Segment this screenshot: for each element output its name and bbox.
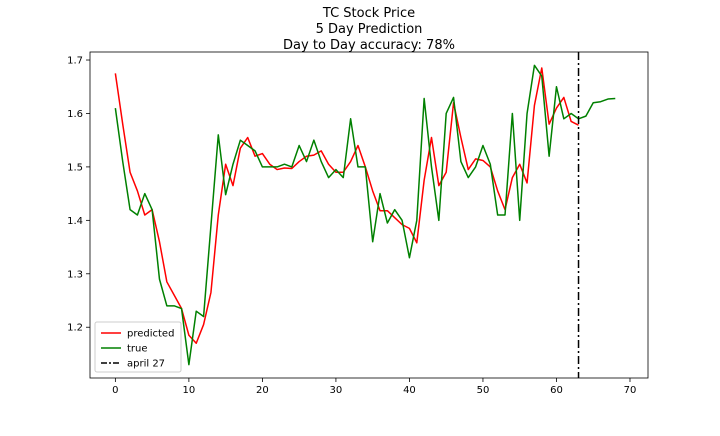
- x-tick-label: 30: [330, 385, 343, 396]
- x-axis: 0 10 20 30 40 50 60 70: [112, 378, 636, 396]
- x-tick-label: 0: [112, 385, 118, 396]
- legend: predicted true april 27: [95, 322, 181, 372]
- x-tick-label: 60: [550, 385, 563, 396]
- legend-label: true: [127, 344, 148, 355]
- x-tick-label: 10: [183, 385, 196, 396]
- x-tick-label: 50: [477, 385, 490, 396]
- x-tick-label: 70: [624, 385, 637, 396]
- y-tick-label: 1.3: [67, 269, 83, 280]
- y-tick-label: 1.4: [67, 216, 83, 227]
- chart-title-line: TC Stock Price: [322, 6, 415, 21]
- y-tick-label: 1.2: [67, 323, 83, 334]
- chart-title-line: 5 Day Prediction: [316, 22, 423, 37]
- legend-label: april 27: [127, 359, 165, 370]
- x-tick-label: 20: [256, 385, 269, 396]
- legend-label: predicted: [127, 329, 174, 340]
- y-tick-label: 1.7: [67, 56, 83, 67]
- y-axis: 1.2 1.3 1.4 1.5 1.6 1.7: [67, 56, 90, 334]
- y-tick-label: 1.5: [67, 162, 83, 173]
- series-line-true: [115, 65, 615, 364]
- x-tick-label: 40: [403, 385, 416, 396]
- y-tick-label: 1.6: [67, 109, 83, 120]
- chart-title-line: Day to Day accuracy: 78%: [283, 38, 455, 53]
- series-line-predicted: [115, 68, 578, 343]
